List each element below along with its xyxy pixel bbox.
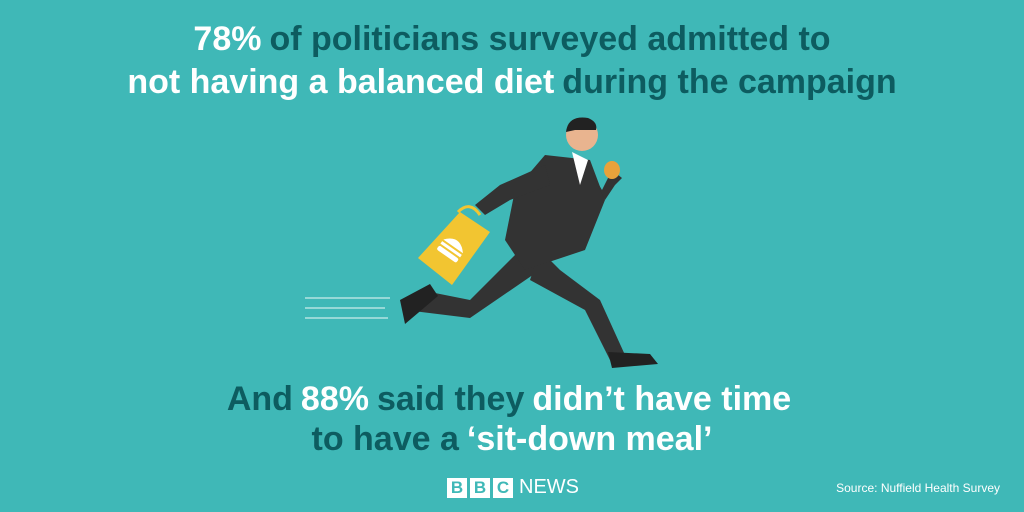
logo-word: NEWS bbox=[519, 476, 579, 498]
text: of politicians surveyed admitted to bbox=[269, 20, 831, 58]
subline-line: to have a ‘sit-down meal’ bbox=[0, 420, 1024, 459]
bbc-news-logo: B B C NEWS bbox=[447, 476, 579, 499]
logo-letter: B bbox=[447, 477, 467, 498]
highlight-text: 78% bbox=[193, 20, 262, 58]
text: said they bbox=[376, 380, 525, 418]
text: during the campaign bbox=[562, 63, 897, 101]
text: to have a bbox=[311, 420, 459, 458]
subline-line: And 88% said they didn’t have time bbox=[0, 380, 1021, 419]
highlight-text: 88% bbox=[300, 380, 369, 418]
headline-line: 78% of politicians surveyed admitted to bbox=[0, 20, 1024, 59]
text: And bbox=[226, 380, 293, 418]
logo-letter: C bbox=[493, 477, 513, 498]
logo-letter: B bbox=[470, 477, 490, 498]
headline-line: not having a balanced diet during the cam… bbox=[0, 63, 1024, 102]
highlight-text: ‘sit-down meal’ bbox=[466, 420, 713, 458]
highlight-text: not having a balanced diet bbox=[127, 63, 555, 101]
highlight-text: didn’t have time bbox=[532, 380, 792, 418]
source: Source: Nuffield Health Survey bbox=[836, 481, 1000, 495]
